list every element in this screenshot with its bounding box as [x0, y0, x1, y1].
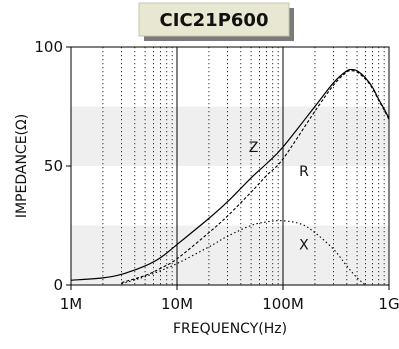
title-box: [138, 2, 290, 37]
series-labels: Z R X: [249, 140, 309, 254]
series-line-r: [121, 69, 390, 284]
series-label-z: Z: [249, 140, 259, 156]
series-layer: [70, 68, 390, 286]
x-tick-label: 10M: [161, 295, 193, 313]
x-tick-label: 1G: [378, 295, 399, 313]
x-axis-label: FREQUENCY(Hz): [173, 321, 287, 337]
shaded-bands: [71, 106, 389, 285]
series-line-z: [70, 68, 390, 281]
series-label-r: R: [299, 164, 309, 180]
y-tick-label: 0: [53, 276, 63, 294]
y-axis-ticks: 0 50 100: [34, 38, 71, 294]
y-tick-label: 50: [44, 157, 63, 175]
title-box-group: CIC21P600: [138, 2, 294, 41]
x-axis-ticks: 1M 10M 100M 1G: [60, 285, 399, 313]
major-grid-lines: [176, 47, 284, 285]
chart-title: CIC21P600: [160, 10, 269, 31]
x-tick-label: 1M: [60, 295, 83, 313]
shaded-band-1: [71, 225, 389, 285]
series-label-x: X: [299, 238, 309, 254]
x-tick-label: 100M: [262, 295, 304, 313]
shaded-band-2: [71, 106, 389, 166]
y-axis-label: IMPEDANCE(Ω): [14, 114, 30, 218]
y-tick-label: 100: [34, 38, 63, 56]
